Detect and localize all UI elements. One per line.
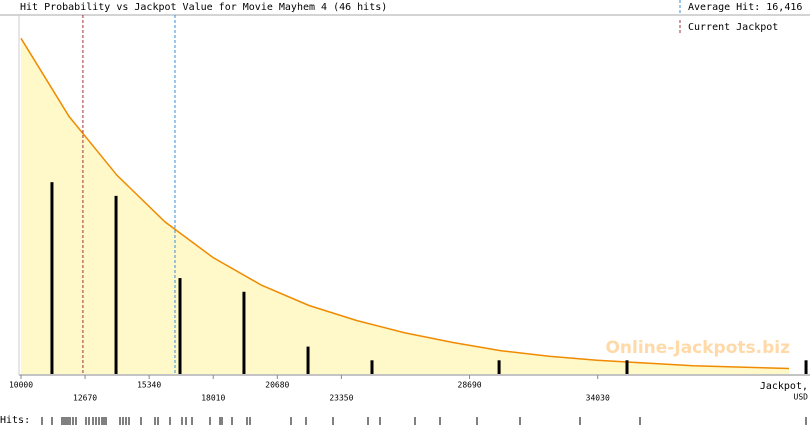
- x-tick-label: 28690: [458, 381, 482, 390]
- bar: [178, 278, 182, 374]
- x-axis-label: Jackpot,: [760, 381, 808, 392]
- bar: [625, 360, 629, 374]
- x-tick-label: 10000: [9, 381, 33, 390]
- x-tick-label: 34030: [586, 394, 610, 403]
- x-tick-label: 18010: [201, 394, 225, 403]
- bar: [306, 346, 310, 374]
- curve-area: [21, 38, 789, 375]
- x-tick-label: 23350: [329, 394, 353, 403]
- bar: [804, 360, 808, 374]
- bar: [370, 360, 374, 374]
- bar: [114, 195, 118, 374]
- x-tick-label: 15340: [137, 381, 161, 390]
- bar: [497, 360, 501, 374]
- chart-title: Hit Probability vs Jackpot Value for Mov…: [20, 2, 387, 13]
- curve-line: [20, 37, 790, 370]
- bar: [50, 182, 54, 374]
- x-tick-label: 12670: [73, 394, 97, 403]
- bar: [242, 291, 246, 374]
- hits-label: Hits:: [0, 415, 30, 425]
- x-axis-label: USD: [794, 393, 809, 402]
- legend-label: Current Jackpot: [688, 22, 778, 33]
- x-tick-label: 20680: [265, 381, 289, 390]
- watermark: Online-Jackpots.biz: [605, 338, 790, 358]
- legend-label: Average Hit: 16,416: [688, 2, 802, 13]
